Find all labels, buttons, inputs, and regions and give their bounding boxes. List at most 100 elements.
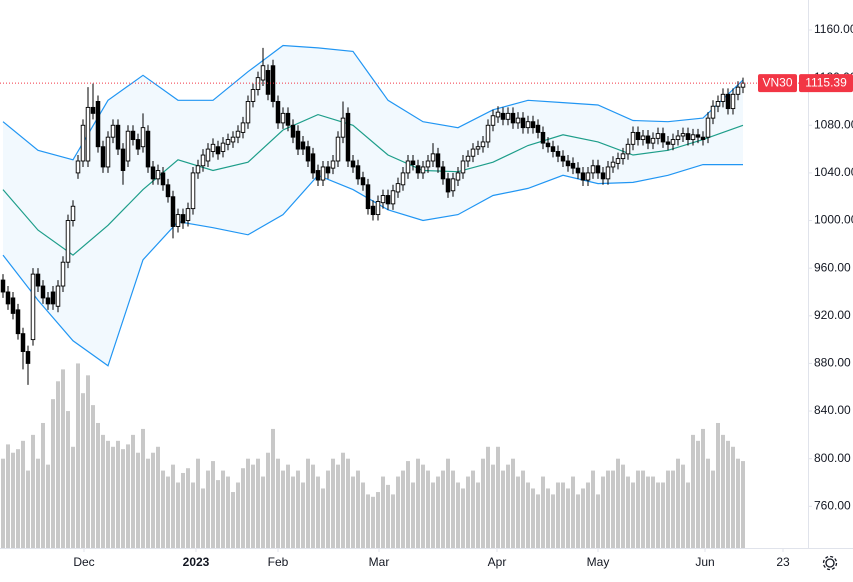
volume-layer — [1, 363, 745, 548]
x-tick-label: May — [587, 555, 610, 569]
candle-body — [500, 112, 506, 120]
candle-body — [545, 142, 551, 148]
volume-bar — [106, 440, 110, 548]
volume-bar — [726, 440, 730, 548]
candle-body — [150, 166, 156, 180]
volume-bar — [486, 446, 490, 548]
symbol-badge — [758, 74, 797, 93]
candle-body — [720, 93, 726, 102]
volume-bar — [391, 494, 395, 548]
x-tick-label: 23 — [776, 555, 790, 569]
volume-bar — [151, 452, 155, 548]
volume-bar — [471, 470, 475, 548]
volume-bar — [226, 476, 230, 548]
last-price-badge — [799, 74, 853, 93]
candle-body — [170, 196, 176, 227]
band-layer — [2, 44, 744, 367]
volume-bar — [461, 488, 465, 548]
volume-bar — [441, 470, 445, 548]
candle-body — [320, 166, 326, 181]
volume-bar — [436, 476, 440, 548]
volume-bar — [366, 494, 370, 548]
volume-bar — [671, 470, 675, 548]
candle-body — [280, 112, 286, 124]
volume-bar — [701, 428, 705, 548]
volume-bar — [71, 446, 75, 548]
candle-body — [15, 309, 21, 335]
volume-bar — [16, 449, 20, 548]
volume-bar — [126, 444, 130, 548]
volume-bar — [311, 464, 315, 548]
symbol-label: VN30 — [762, 75, 792, 89]
candle-body — [155, 170, 161, 180]
volume-bar — [371, 496, 375, 548]
candle-body — [35, 273, 41, 287]
volume-bar — [1, 458, 5, 548]
volume-bar — [681, 464, 685, 548]
volume-bar — [741, 461, 745, 548]
volume-bar — [511, 458, 515, 548]
candle-body — [430, 153, 436, 162]
volume-bar — [601, 476, 605, 548]
volume-bar — [406, 461, 410, 548]
y-tick-label: 920.00 — [814, 308, 851, 322]
volume-bar — [666, 470, 670, 548]
candle-body — [210, 143, 216, 152]
candle-body — [535, 124, 541, 133]
candle-body — [145, 130, 151, 168]
volume-bar — [536, 494, 540, 548]
volume-bar — [541, 476, 545, 548]
candle-body — [400, 172, 406, 186]
volume-bar — [156, 446, 160, 548]
candle-body — [680, 133, 686, 137]
candle-body — [360, 177, 366, 186]
volume-bar — [141, 428, 145, 548]
candle-body — [310, 153, 316, 174]
volume-bar — [581, 488, 585, 548]
volume-bar — [216, 480, 220, 548]
candle-body — [305, 146, 311, 162]
candle-body — [25, 351, 31, 364]
candle-body — [700, 136, 706, 141]
volume-bar — [706, 458, 710, 548]
candle-body — [595, 165, 601, 174]
candle-body — [615, 158, 621, 164]
candle-body — [675, 135, 681, 141]
volume-bar — [306, 458, 310, 548]
candle-body — [420, 166, 426, 174]
volume-bar — [116, 440, 120, 548]
candle-body — [555, 151, 561, 157]
settings-icon[interactable] — [822, 555, 838, 571]
candle-body — [300, 141, 306, 150]
candle-body — [435, 153, 441, 168]
candle-body — [505, 112, 511, 120]
candle-body — [575, 167, 581, 174]
volume-bar — [531, 488, 535, 548]
candle-body — [195, 165, 201, 174]
candle-body — [390, 190, 396, 205]
candle-body — [230, 136, 236, 143]
candle-body — [695, 134, 701, 138]
candle-body — [605, 166, 611, 180]
volume-bar — [341, 452, 345, 548]
volume-bar — [61, 369, 65, 548]
volume-bar — [26, 470, 30, 548]
volume-bar — [211, 461, 215, 548]
x-tick-label: Dec — [73, 555, 94, 569]
candle-body — [70, 205, 76, 221]
volume-bar — [646, 476, 650, 548]
volume-bar — [221, 470, 225, 548]
volume-bar — [331, 458, 335, 548]
candle-body — [735, 86, 741, 95]
candle-body — [470, 148, 476, 157]
candle-body — [95, 101, 101, 148]
volume-bar — [401, 470, 405, 548]
candle-body — [550, 146, 556, 152]
x-tick-label: 2023 — [183, 555, 210, 569]
candle-body — [730, 93, 736, 110]
volume-bar — [636, 470, 640, 548]
candle-body — [440, 166, 446, 180]
volume-bar — [381, 476, 385, 548]
candle-body — [725, 93, 731, 110]
